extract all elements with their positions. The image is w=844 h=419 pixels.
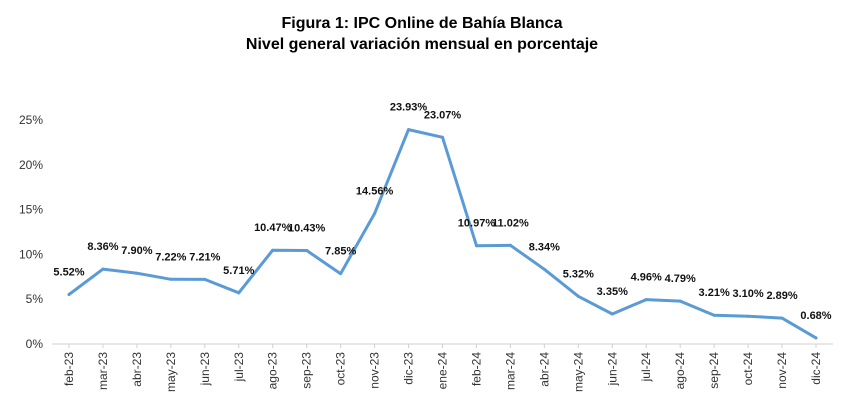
data-point [203,277,207,281]
data-label: 2.89% [766,290,797,302]
data-point [67,293,71,297]
data-point [644,298,648,302]
data-label: 7.22% [155,251,186,263]
data-label: 5.32% [563,268,594,280]
x-tick-label: oct-23 [334,352,348,386]
x-tick-label: jun-24 [605,352,619,387]
y-tick-label: 25% [19,113,43,127]
x-axis: feb-23 mar-23 abr-23 may-23 jun-23 jul-23 ago-… [52,343,833,392]
x-tick-label: dic-24 [809,352,823,385]
x-tick-label: nov-24 [775,352,789,389]
data-point [407,128,411,132]
series-layer [67,128,818,340]
data-point [780,316,784,320]
data-label: 7.85% [325,246,356,258]
x-tick-label: ene-24 [436,352,450,390]
x-tick-label: sep-24 [707,352,721,389]
x-tick-label: mar-23 [96,352,110,390]
x-tick-label: may-24 [571,352,585,392]
x-tick-label: mar-24 [503,352,517,390]
data-point [576,294,580,298]
data-label: 7.90% [121,245,152,257]
y-tick-label: 15% [19,203,43,217]
data-label: 0.68% [800,310,831,322]
x-tick-label: feb-24 [469,352,483,386]
x-tick-label: dic-23 [402,352,416,385]
data-point [610,312,614,316]
data-label: 8.34% [529,241,560,253]
y-tick-label: 0% [26,337,44,351]
chart-title: Figura 1: IPC Online de Bahía Blanca Niv… [0,13,844,55]
y-tick-label: 20% [19,158,43,172]
data-label: 23.93% [390,102,428,114]
data-label: 10.43% [288,223,326,235]
x-tick-label: nov-23 [368,352,382,389]
data-label: 5.52% [53,267,84,279]
x-tick-label: sep-23 [300,352,314,389]
data-point [271,248,275,252]
x-tick-label: feb-23 [62,352,76,386]
data-label: 14.56% [356,186,394,198]
y-axis: 0% 5% 10% 15% 20% 25% [19,113,43,351]
data-label: 5.71% [223,265,254,277]
data-point [237,291,241,295]
data-label: 23.07% [424,109,462,121]
x-tick-label: abr-24 [537,352,551,387]
data-label: 8.36% [87,241,118,253]
data-point [746,314,750,318]
x-tick-label: ago-23 [266,352,280,390]
data-label: 7.21% [189,251,220,263]
data-label: 11.02% [492,217,529,229]
series-line [67,128,818,340]
data-point [373,212,377,216]
y-tick-label: 5% [26,292,44,306]
data-label: 3.10% [732,288,763,300]
data-point [101,267,105,271]
data-point [508,243,512,247]
data-point [169,277,173,281]
chart-title-line2: Nivel general variación mensual en porce… [245,36,599,53]
data-point [712,313,716,317]
data-label: 4.96% [631,272,662,284]
x-tick-label: oct-24 [741,352,755,386]
data-label: 10.47% [254,222,292,234]
data-point [305,249,309,253]
data-point [441,135,444,139]
data-point [678,299,682,303]
x-tick-label: ago-24 [673,352,687,390]
y-tick-label: 10% [19,247,43,261]
data-label: 3.35% [597,286,628,298]
x-tick-label: jul-23 [232,352,246,383]
data-point [814,336,818,340]
data-label: 4.79% [665,273,696,285]
x-tick-label: jun-23 [198,352,212,387]
data-point [474,244,478,248]
data-label: 10.97% [458,218,496,230]
x-tick-label: jul-24 [639,352,653,383]
data-point [135,271,139,275]
data-label: 3.21% [699,287,730,299]
data-point [339,272,343,276]
x-tick-label: may-23 [164,352,178,392]
x-tick-label: abr-23 [130,352,144,387]
chart-title-line1: Figura 1: IPC Online de Bahía Blanca [281,15,563,32]
data-labels: 5.52% 8.36% 7.90%7.22% 7.21%5.71% 10.47%10.4… [53,102,831,322]
data-point [542,267,546,271]
